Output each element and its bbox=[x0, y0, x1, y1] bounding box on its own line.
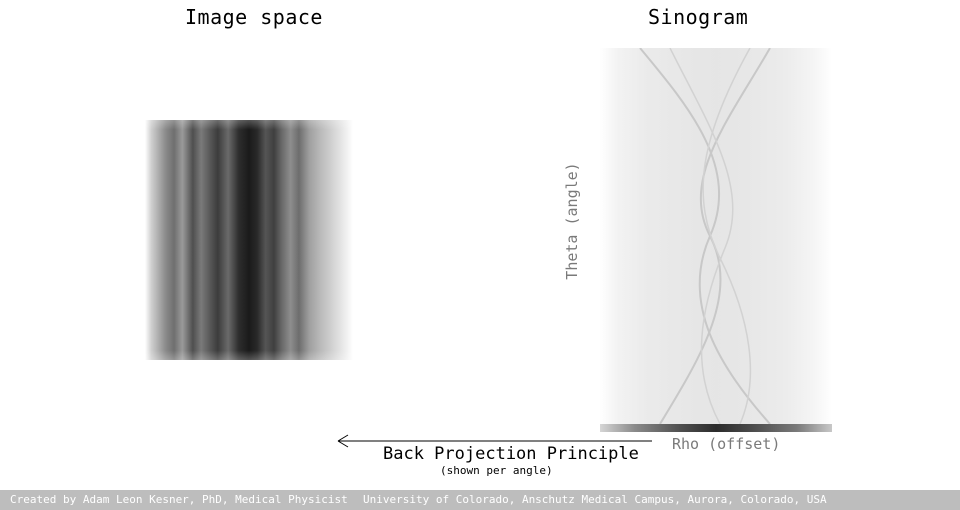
sinogram-trace-4 bbox=[702, 48, 752, 424]
caption-title: Back Projection Principle bbox=[383, 444, 639, 464]
rho-axis-label: Rho (offset) bbox=[672, 435, 781, 453]
image-space-title: Image space bbox=[185, 5, 323, 29]
back-projection-arrow bbox=[337, 434, 652, 448]
sinogram-trace-3 bbox=[669, 48, 734, 424]
image-space-panel bbox=[145, 120, 353, 360]
sinogram-current-angle-row bbox=[600, 424, 832, 432]
caption-subtitle: (shown per angle) bbox=[440, 464, 553, 477]
sinogram-trace-2 bbox=[659, 48, 771, 424]
footer-affiliation: University of Colorado, Anschutz Medical… bbox=[363, 493, 827, 506]
footer-credit: Created by Adam Leon Kesner, PhD, Medica… bbox=[10, 493, 348, 506]
theta-axis-label: Theta (angle) bbox=[563, 162, 581, 280]
footer-bar: Created by Adam Leon Kesner, PhD, Medica… bbox=[0, 490, 960, 510]
sinogram-curves bbox=[639, 48, 771, 424]
sinogram-title: Sinogram bbox=[648, 5, 749, 29]
sinogram-panel bbox=[600, 48, 832, 432]
